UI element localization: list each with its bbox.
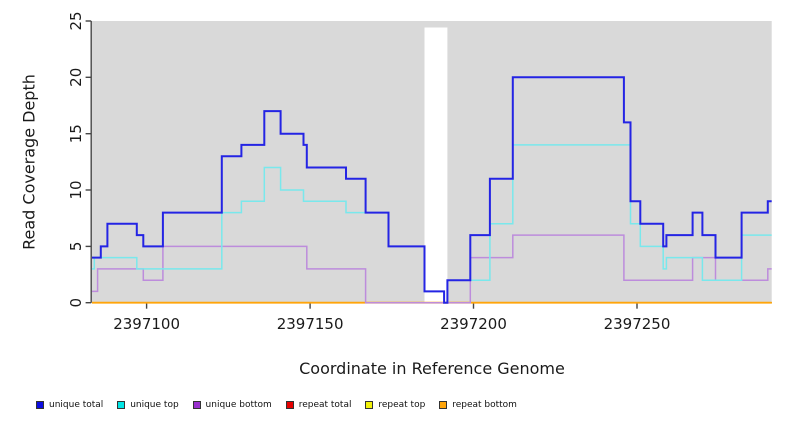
x-tick-label: 2397100 [113,315,180,333]
legend-swatch-icon [36,401,44,409]
x-tick-label: 2397150 [277,315,344,333]
legend-item-repeat-top: repeat top [365,400,425,410]
y-tick-label: 5 [67,242,85,252]
legend-swatch-icon [365,401,374,409]
legend-swatch-icon [117,401,126,409]
y-tick-label: 10 [67,180,85,199]
legend-item-repeat-bottom: repeat bottom [439,400,517,410]
y-axis-title: Read Coverage Depth [19,74,39,250]
legend-label: repeat bottom [452,400,517,410]
x-tick-label: 2397200 [440,315,507,333]
legend-swatch-icon [192,401,201,409]
y-tick-label: 25 [67,11,85,30]
x-axis-title: Coordinate in Reference Genome [299,359,565,378]
legend-item-unique-total: unique total [36,400,103,410]
series-unique-total [92,76,772,304]
legend-label: unique bottom [205,400,272,410]
y-tick-label: 0 [67,298,85,308]
legend: unique total unique top unique bottom repea… [36,396,517,414]
legend-item-unique-top: unique top [117,400,179,410]
masked-region [424,27,448,303]
legend-label: unique top [130,400,179,410]
legend-item-repeat-total: repeat total [285,400,352,410]
legend-label: repeat total [298,400,352,410]
legend-swatch-icon [285,401,294,409]
x-tick-label: 2397250 [604,315,671,333]
y-tick-label: 15 [67,124,85,143]
y-tick-label: 20 [67,68,85,87]
legend-label: unique total [49,400,104,410]
legend-item-unique-bottom: unique bottom [192,400,272,410]
legend-swatch-icon [439,401,448,409]
legend-label: repeat top [378,400,426,410]
